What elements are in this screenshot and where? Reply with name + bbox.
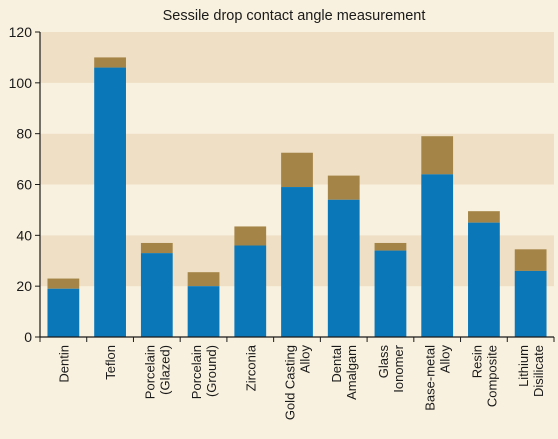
x-category-label: Alloy (438, 345, 453, 374)
bar-base-segment (468, 222, 500, 337)
bar-base-segment (94, 67, 126, 337)
bar-base-segment (281, 187, 313, 337)
x-category-label: (Glazed) (157, 345, 172, 395)
x-category-label: Porcelain (189, 345, 204, 399)
y-tick-label: 60 (16, 177, 32, 193)
bar-base-segment (47, 288, 80, 337)
bar-base-segment (187, 286, 220, 337)
bar-top-segment (374, 242, 407, 251)
bar-top-segment (281, 152, 313, 188)
chart-title: Sessile drop contact angle measurement (163, 8, 426, 24)
bar-base-segment (421, 174, 454, 337)
x-category-label: Ionomer (391, 344, 406, 392)
bar-top-segment (47, 278, 80, 289)
bars (47, 57, 547, 337)
y-tick-label: 120 (9, 24, 33, 40)
bar-top-segment (187, 272, 220, 287)
x-category-label: Amalgam (344, 345, 359, 400)
y-tick-label: 0 (24, 329, 32, 345)
y-tick-label: 100 (9, 75, 33, 91)
y-axis-ticks: 0 20 40 60 80 100 120 (9, 24, 40, 345)
x-category-label: Glass (376, 345, 391, 379)
x-category-label: Zirconia (243, 344, 258, 391)
bar-top-segment (421, 136, 454, 175)
x-category-label: Alloy (298, 345, 313, 374)
bar-top-segment (234, 226, 267, 246)
bar-base-segment (140, 253, 173, 337)
bar-base-segment (327, 199, 360, 337)
bar-top-segment (327, 175, 360, 200)
bar-top-segment (514, 249, 547, 271)
x-axis-labels: Dentin Teflon Porcelain (Glazed) Porcelain (G… (39, 337, 555, 420)
y-tick-label: 20 (16, 278, 32, 294)
x-category-label: Disilicate (531, 345, 546, 397)
x-category-label: Porcelain (142, 345, 157, 399)
y-tick-label: 80 (16, 126, 32, 142)
x-category-label: Lithium (516, 345, 531, 387)
x-category-label: Teflon (103, 345, 118, 380)
x-category-label: Dental (329, 345, 344, 383)
bar-base-segment (234, 245, 267, 337)
x-category-label: Resin (469, 345, 484, 378)
bar-base-segment (514, 270, 547, 337)
x-category-label: (Ground) (204, 345, 219, 397)
x-category-label: Composite (484, 345, 499, 407)
bar-top-segment (468, 211, 500, 223)
x-category-label: Base-metal (423, 345, 438, 411)
bar-top-segment (140, 242, 173, 254)
x-category-label: Gold Casting (283, 345, 298, 420)
y-tick-label: 40 (16, 227, 32, 243)
x-category-label: Dentin (56, 345, 71, 383)
bar-top-segment (94, 57, 126, 68)
bar-base-segment (374, 250, 407, 337)
